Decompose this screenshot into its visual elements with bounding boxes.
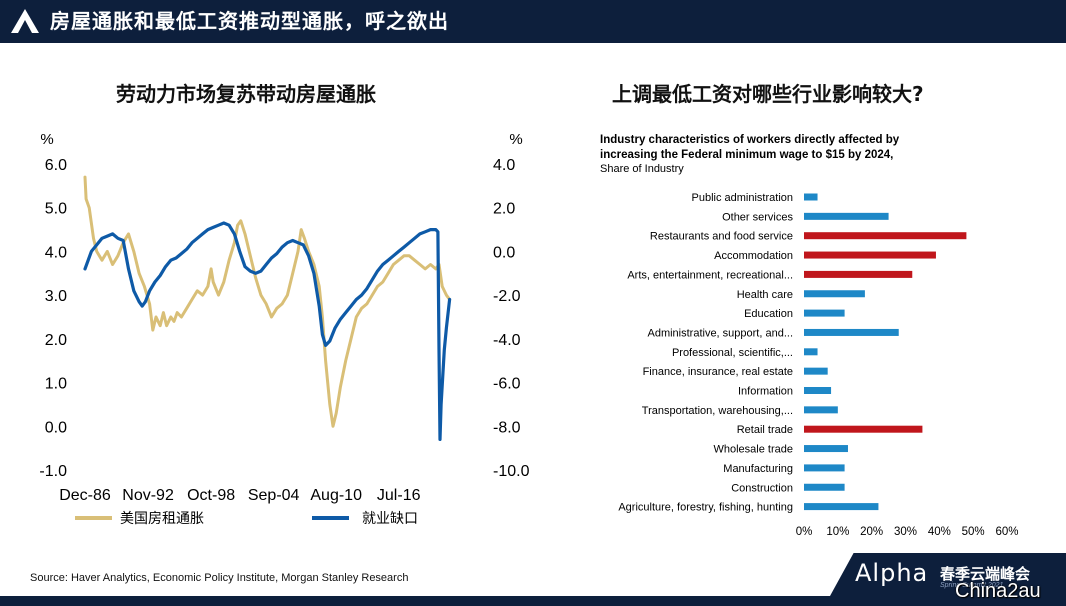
bar <box>804 445 848 453</box>
bar-category-label: Restaurants and food service <box>650 231 793 243</box>
y-left-tick-label: 6.0 <box>45 157 67 174</box>
right-chart-title: 上调最低工资对哪些行业影响较大? <box>612 82 924 106</box>
y-left-tick-label: 3.0 <box>45 288 67 305</box>
bar <box>804 309 845 317</box>
y-right-tick-label: -6.0 <box>493 376 521 393</box>
bar <box>804 483 845 491</box>
x-tick-label: Oct-98 <box>187 487 235 504</box>
x-tick-label: Aug-10 <box>310 487 362 504</box>
y-right-tick-label: -4.0 <box>493 332 521 349</box>
bar <box>804 503 879 511</box>
bar-x-tick-label: 0% <box>796 526 813 538</box>
y-right-tick-label: 4.0 <box>493 157 515 174</box>
x-tick-label: Nov-92 <box>122 487 174 504</box>
bar-highlight <box>804 270 913 278</box>
rent-inflation-line <box>83 175 452 428</box>
bar-x-tick-label: 60% <box>995 526 1018 538</box>
bar-chart-title-line1: Industry characteristics of workers dire… <box>600 134 900 146</box>
brand-event-name: 春季云端峰会 <box>940 565 1031 583</box>
brand-badge: Alpha 春季云端峰会 Spring Summit 2021 <box>830 553 1066 596</box>
bar-chart-title-line2: increasing the Federal minimum wage to $… <box>600 149 893 161</box>
bar-category-label: Transportation, warehousing,... <box>642 405 793 417</box>
brand-event-subtitle: Spring Summit 2021 <box>940 582 1004 589</box>
bar-category-label: Professional, scientific,... <box>672 347 793 359</box>
watermark: China2au <box>955 580 1041 602</box>
bar-highlight <box>804 232 967 240</box>
legend-label-rent: 美国房租通胀 <box>120 510 204 526</box>
x-tick-label: Jul-16 <box>377 487 421 504</box>
bar-category-label: Finance, insurance, real estate <box>643 366 793 378</box>
bar <box>804 348 818 356</box>
source-note: Source: Haver Analytics, Economic Policy… <box>30 572 409 584</box>
y-left-tick-label: 0.0 <box>45 419 67 436</box>
y-right-tick-label: -10.0 <box>493 463 530 480</box>
bar-category-label: Health care <box>737 289 793 301</box>
bar-x-tick-label: 20% <box>860 526 883 538</box>
left-axis-unit: % <box>40 131 53 148</box>
bar <box>804 406 838 414</box>
y-left-tick-label: -1.0 <box>39 463 67 480</box>
bar-category-label: Information <box>738 386 793 398</box>
header-bar: 房屋通胀和最低工资推动型通胀，呼之欲出 <box>0 0 1066 43</box>
y-left-tick-label: 4.0 <box>45 244 67 261</box>
bar-category-label: Arts, entertainment, recreational... <box>627 269 793 281</box>
right-axis-unit: % <box>509 131 522 148</box>
bar-category-label: Manufacturing <box>723 463 793 475</box>
bar-highlight <box>804 251 936 259</box>
legend-label-jobs-gap: 就业缺口 <box>362 510 418 526</box>
bar-x-tick-label: 30% <box>894 526 917 538</box>
industry-share-bar-chart: Industry characteristics of workers dire… <box>600 134 1019 538</box>
left-chart-title: 劳动力市场复苏带动房屋通胀 <box>116 82 376 106</box>
x-tick-label: Dec-86 <box>59 487 111 504</box>
bar-category-label: Construction <box>731 482 793 494</box>
brand-alpha-logo: Alpha <box>855 559 929 587</box>
y-left-tick-label: 1.0 <box>45 376 67 393</box>
bar <box>804 212 889 220</box>
y-right-tick-label: -8.0 <box>493 419 521 436</box>
y-right-tick-label: 0.0 <box>493 244 515 261</box>
bar-x-tick-label: 50% <box>962 526 985 538</box>
alpha-logo-icon <box>11 9 39 33</box>
y-right-tick-label: 2.0 <box>493 201 515 218</box>
y-left-tick-label: 2.0 <box>45 332 67 349</box>
page-title: 房屋通胀和最低工资推动型通胀，呼之欲出 <box>50 9 449 33</box>
bar-category-label: Retail trade <box>737 424 793 436</box>
y-right-tick-label: -2.0 <box>493 288 521 305</box>
jobs-gap-line <box>83 221 452 441</box>
bar-category-label: Agriculture, forestry, fishing, hunting <box>618 502 793 514</box>
bar-highlight <box>804 425 923 433</box>
bar-category-label: Accommodation <box>714 250 793 262</box>
bar-x-tick-label: 10% <box>826 526 849 538</box>
bar <box>804 464 845 472</box>
bar <box>804 290 865 298</box>
bar-category-label: Administrative, support, and... <box>647 327 793 339</box>
bar-category-label: Public administration <box>692 192 794 204</box>
bar <box>804 387 832 394</box>
bar <box>804 193 818 201</box>
bar-category-label: Wholesale trade <box>714 444 794 456</box>
bar-category-label: Other services <box>722 211 793 223</box>
bar-chart-subtitle: Share of Industry <box>600 163 684 175</box>
bar <box>804 367 828 375</box>
bar-category-label: Education <box>744 308 793 320</box>
bar-x-tick-label: 40% <box>928 526 951 538</box>
y-left-tick-label: 5.0 <box>45 201 67 218</box>
bar <box>804 328 899 336</box>
footer-band <box>0 596 1066 606</box>
rent-vs-jobs-gap-chart: % % 6.0 5.0 4.0 3.0 2.0 1.0 0.0 -1.0 4.0 2.0 0.0 -2.0… <box>39 131 530 526</box>
x-tick-label: Sep-04 <box>248 487 300 504</box>
